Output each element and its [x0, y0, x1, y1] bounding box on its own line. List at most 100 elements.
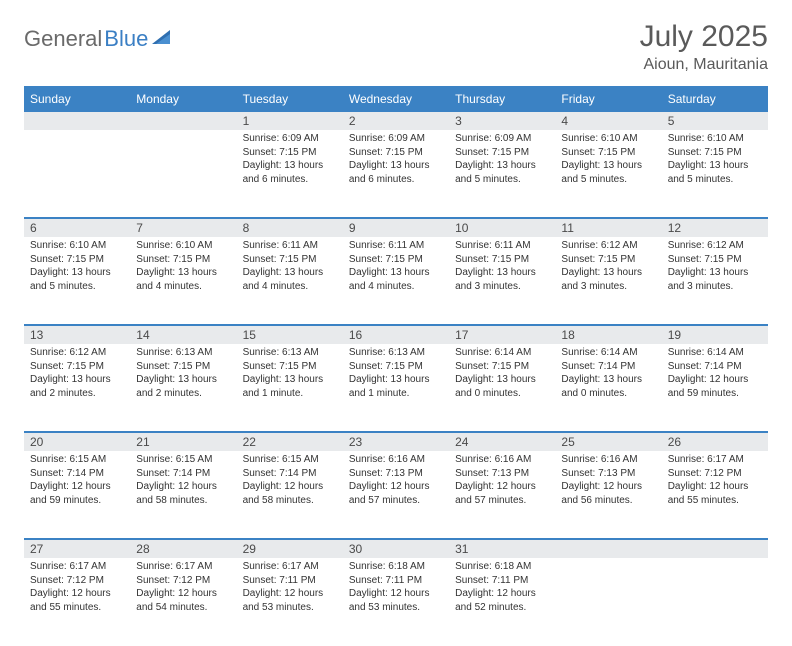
calendar-body: 12345Sunrise: 6:09 AMSunset: 7:15 PMDayl…: [24, 111, 768, 646]
day-number: 8: [237, 219, 343, 237]
daynum-cell: 7: [130, 218, 236, 237]
sunset: Sunset: 7:14 PM: [136, 467, 230, 481]
daynum-cell: 20: [24, 432, 130, 451]
daynum-cell: 2: [343, 111, 449, 130]
sunrise: Sunrise: 6:14 AM: [668, 346, 762, 360]
daycontent-row: Sunrise: 6:15 AMSunset: 7:14 PMDaylight:…: [24, 451, 768, 539]
daynum-cell: 16: [343, 325, 449, 344]
daynum-cell: 19: [662, 325, 768, 344]
daycontent-cell: Sunrise: 6:13 AMSunset: 7:15 PMDaylight:…: [130, 344, 236, 432]
daycontent-row: Sunrise: 6:10 AMSunset: 7:15 PMDaylight:…: [24, 237, 768, 325]
daynum-cell: 18: [555, 325, 661, 344]
daynum-cell: 12: [662, 218, 768, 237]
sunset: Sunset: 7:15 PM: [136, 360, 230, 374]
daynum-cell: 17: [449, 325, 555, 344]
sunset: Sunset: 7:15 PM: [455, 146, 549, 160]
day-content: Sunrise: 6:09 AMSunset: 7:15 PMDaylight:…: [449, 130, 555, 192]
day-number: 19: [662, 326, 768, 344]
daynum-cell: 29: [237, 539, 343, 558]
dayname-thu: Thursday: [449, 87, 555, 111]
sunset: Sunset: 7:14 PM: [561, 360, 655, 374]
sunrise: Sunrise: 6:14 AM: [561, 346, 655, 360]
daylight: Daylight: 12 hours and 58 minutes.: [136, 480, 230, 507]
daynum-cell: 31: [449, 539, 555, 558]
day-content: Sunrise: 6:18 AMSunset: 7:11 PMDaylight:…: [449, 558, 555, 620]
daynum-cell: 13: [24, 325, 130, 344]
daynum-cell: [24, 111, 130, 130]
sunrise: Sunrise: 6:10 AM: [561, 132, 655, 146]
sunrise: Sunrise: 6:11 AM: [455, 239, 549, 253]
sail-icon: [152, 28, 174, 51]
daylight: Daylight: 13 hours and 0 minutes.: [561, 373, 655, 400]
daynum-cell: 9: [343, 218, 449, 237]
daylight: Daylight: 13 hours and 4 minutes.: [349, 266, 443, 293]
daycontent-cell: Sunrise: 6:09 AMSunset: 7:15 PMDaylight:…: [343, 130, 449, 218]
daylight: Daylight: 13 hours and 5 minutes.: [30, 266, 124, 293]
day-number: 5: [662, 112, 768, 130]
day-content: Sunrise: 6:15 AMSunset: 7:14 PMDaylight:…: [237, 451, 343, 513]
day-content: Sunrise: 6:16 AMSunset: 7:13 PMDaylight:…: [343, 451, 449, 513]
sunset: Sunset: 7:13 PM: [349, 467, 443, 481]
sunrise: Sunrise: 6:14 AM: [455, 346, 549, 360]
sunrise: Sunrise: 6:18 AM: [349, 560, 443, 574]
daylight: Daylight: 13 hours and 5 minutes.: [668, 159, 762, 186]
daylight: Daylight: 13 hours and 4 minutes.: [243, 266, 337, 293]
day-content: Sunrise: 6:11 AMSunset: 7:15 PMDaylight:…: [449, 237, 555, 299]
sunrise: Sunrise: 6:15 AM: [243, 453, 337, 467]
daynum-cell: [555, 539, 661, 558]
daycontent-cell: Sunrise: 6:09 AMSunset: 7:15 PMDaylight:…: [449, 130, 555, 218]
month-title: July 2025: [640, 20, 768, 54]
day-content: Sunrise: 6:12 AMSunset: 7:15 PMDaylight:…: [662, 237, 768, 299]
calendar-table: Sunday Monday Tuesday Wednesday Thursday…: [24, 86, 768, 646]
day-content: Sunrise: 6:16 AMSunset: 7:13 PMDaylight:…: [555, 451, 661, 513]
day-number: 12: [662, 219, 768, 237]
daynum-cell: 10: [449, 218, 555, 237]
daycontent-cell: Sunrise: 6:17 AMSunset: 7:11 PMDaylight:…: [237, 558, 343, 646]
day-content: Sunrise: 6:10 AMSunset: 7:15 PMDaylight:…: [24, 237, 130, 299]
sunrise: Sunrise: 6:16 AM: [561, 453, 655, 467]
day-number: 25: [555, 433, 661, 451]
daylight: Daylight: 12 hours and 56 minutes.: [561, 480, 655, 507]
sunset: Sunset: 7:15 PM: [561, 146, 655, 160]
sunrise: Sunrise: 6:16 AM: [349, 453, 443, 467]
day-number: 29: [237, 540, 343, 558]
day-content: Sunrise: 6:17 AMSunset: 7:12 PMDaylight:…: [130, 558, 236, 620]
daycontent-cell: Sunrise: 6:12 AMSunset: 7:15 PMDaylight:…: [662, 237, 768, 325]
sunset: Sunset: 7:13 PM: [455, 467, 549, 481]
sunrise: Sunrise: 6:10 AM: [668, 132, 762, 146]
day-content: Sunrise: 6:14 AMSunset: 7:14 PMDaylight:…: [662, 344, 768, 406]
day-number: 31: [449, 540, 555, 558]
daylight: Daylight: 13 hours and 1 minute.: [243, 373, 337, 400]
day-number: 17: [449, 326, 555, 344]
daylight: Daylight: 12 hours and 52 minutes.: [455, 587, 549, 614]
logo-text-blue: Blue: [104, 26, 148, 52]
daylight: Daylight: 12 hours and 57 minutes.: [349, 480, 443, 507]
daylight: Daylight: 13 hours and 1 minute.: [349, 373, 443, 400]
daycontent-cell: [555, 558, 661, 646]
day-number: 13: [24, 326, 130, 344]
sunset: Sunset: 7:14 PM: [668, 360, 762, 374]
day-number: 30: [343, 540, 449, 558]
sunset: Sunset: 7:11 PM: [243, 574, 337, 588]
daycontent-cell: Sunrise: 6:16 AMSunset: 7:13 PMDaylight:…: [555, 451, 661, 539]
daycontent-cell: [130, 130, 236, 218]
sunset: Sunset: 7:11 PM: [349, 574, 443, 588]
daynum-cell: 24: [449, 432, 555, 451]
daynum-cell: 26: [662, 432, 768, 451]
sunrise: Sunrise: 6:12 AM: [561, 239, 655, 253]
daylight: Daylight: 13 hours and 2 minutes.: [30, 373, 124, 400]
daycontent-cell: Sunrise: 6:16 AMSunset: 7:13 PMDaylight:…: [343, 451, 449, 539]
daycontent-cell: Sunrise: 6:14 AMSunset: 7:14 PMDaylight:…: [662, 344, 768, 432]
daycontent-cell: Sunrise: 6:11 AMSunset: 7:15 PMDaylight:…: [237, 237, 343, 325]
sunset: Sunset: 7:15 PM: [30, 253, 124, 267]
sunrise: Sunrise: 6:09 AM: [243, 132, 337, 146]
sunrise: Sunrise: 6:09 AM: [455, 132, 549, 146]
sunrise: Sunrise: 6:11 AM: [243, 239, 337, 253]
daynum-cell: 15: [237, 325, 343, 344]
day-content: Sunrise: 6:10 AMSunset: 7:15 PMDaylight:…: [555, 130, 661, 192]
sunrise: Sunrise: 6:13 AM: [243, 346, 337, 360]
daycontent-cell: Sunrise: 6:17 AMSunset: 7:12 PMDaylight:…: [24, 558, 130, 646]
sunset: Sunset: 7:15 PM: [455, 253, 549, 267]
sunrise: Sunrise: 6:11 AM: [349, 239, 443, 253]
day-number: 21: [130, 433, 236, 451]
